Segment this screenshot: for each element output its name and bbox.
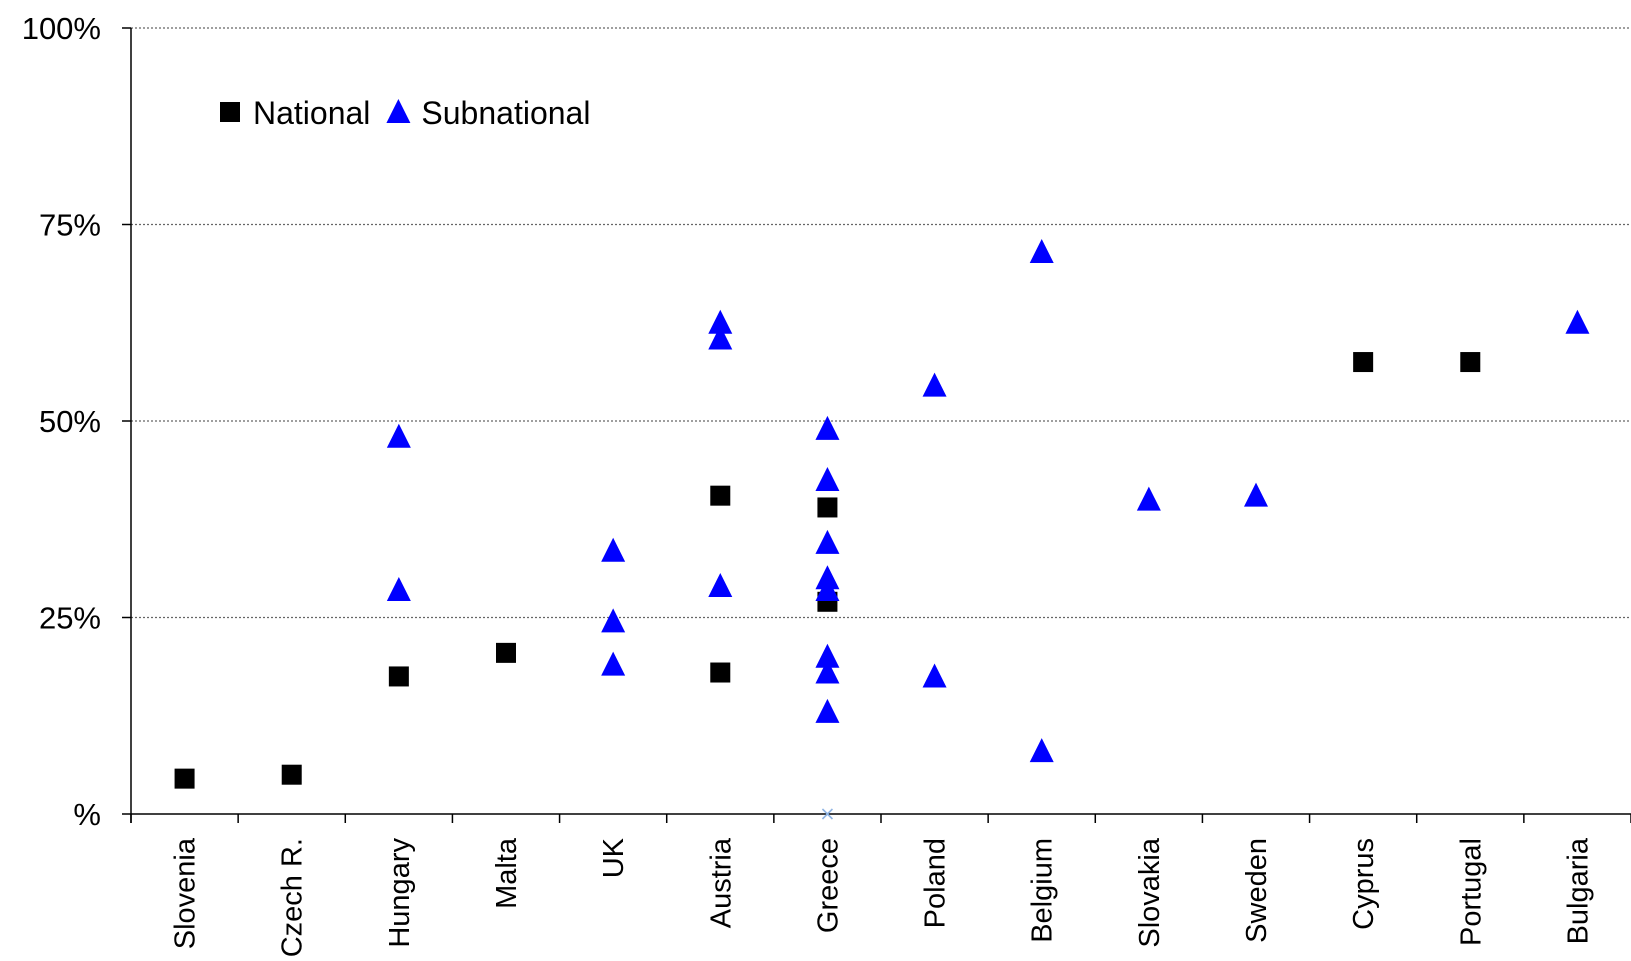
x-category-label: Cyprus [1348, 838, 1380, 930]
subnational-point [708, 325, 733, 350]
x-category-label: Belgium [1027, 838, 1059, 943]
subnational-point [815, 643, 840, 668]
subnational-point [386, 576, 411, 601]
legend-marker-square [220, 102, 240, 122]
y-tick-label: 100% [22, 11, 101, 46]
x-category-label: Slovakia [1134, 837, 1166, 947]
x-category-label: Austria [705, 837, 737, 928]
national-point [1353, 352, 1374, 373]
subnational-point [708, 573, 733, 598]
national-point [281, 764, 302, 785]
x-category-label: Czech R. [277, 838, 309, 957]
x-category-label: Greece [812, 838, 844, 933]
y-tick-label: % [73, 797, 101, 832]
subnational-point [601, 608, 626, 633]
gridlines [131, 27, 1631, 619]
x-category-label: Malta [491, 837, 523, 909]
national-point [496, 642, 516, 663]
national-point [710, 662, 731, 683]
subnational-point [815, 415, 840, 440]
subnational-point [708, 309, 733, 334]
legend-label: Subnational [421, 95, 590, 131]
y-tick-label: 50% [39, 404, 101, 439]
subnational-point [815, 698, 840, 723]
subnational-point [601, 651, 626, 676]
y-axis-tick-labels: % 25% 50% 75% 100% [22, 11, 101, 832]
x-axis-category-labels: Slovenia Czech R. Hungary Malta UK Austria Gre… [170, 837, 1595, 957]
x-category-label: Hungary [384, 838, 416, 948]
national-point [174, 768, 195, 789]
legend: National Subnational [220, 95, 590, 131]
legend-label: National [253, 95, 370, 131]
subnational-point [601, 537, 626, 562]
national-point [1460, 352, 1481, 373]
data-points [174, 239, 1590, 820]
subnational-point [1244, 482, 1268, 507]
national-point [710, 485, 731, 506]
axes [122, 27, 1631, 823]
subnational-point [1029, 239, 1054, 264]
x-category-label: Slovenia [170, 837, 202, 949]
subnational-point [1029, 738, 1054, 763]
y-tick-label: 75% [39, 208, 101, 243]
subnational-point [815, 466, 840, 491]
subnational-point [922, 663, 947, 688]
x-category-label: UK [598, 837, 630, 878]
subnational-point [815, 659, 840, 684]
y-tick-label: 25% [39, 601, 101, 636]
subnational-point [1565, 309, 1590, 334]
legend-marker-triangle [386, 99, 411, 123]
national-point [388, 666, 409, 687]
subnational-point [922, 372, 947, 397]
subnational-point [815, 529, 840, 554]
national-point [817, 497, 838, 518]
subnational-point [386, 423, 411, 448]
x-category-label: Sweden [1241, 838, 1273, 943]
x-category-label: Poland [920, 838, 952, 928]
subnational-point [815, 576, 840, 601]
x-marker-point [821, 808, 833, 820]
x-category-label: Bulgaria [1562, 837, 1594, 944]
x-category-label: Portugal [1455, 838, 1487, 946]
subnational-point [1136, 486, 1161, 511]
